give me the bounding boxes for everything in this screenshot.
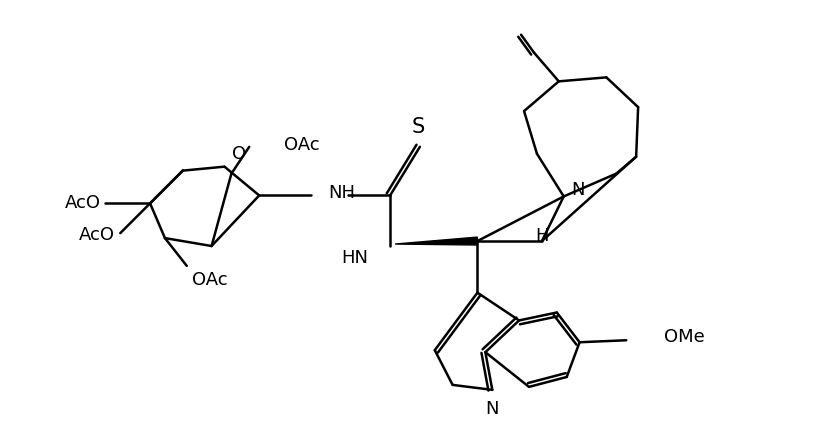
Text: N: N	[572, 181, 585, 200]
Text: N: N	[485, 400, 499, 418]
Text: O: O	[233, 145, 246, 163]
Text: OAc: OAc	[192, 271, 228, 289]
Text: AcO: AcO	[80, 226, 115, 244]
Text: OAc: OAc	[284, 136, 320, 154]
Text: H: H	[535, 227, 549, 245]
Polygon shape	[395, 237, 477, 245]
Text: OMe: OMe	[664, 328, 705, 346]
Text: AcO: AcO	[64, 195, 101, 212]
Text: S: S	[411, 117, 424, 137]
Text: NH: NH	[328, 184, 355, 203]
Text: HN: HN	[341, 249, 368, 267]
